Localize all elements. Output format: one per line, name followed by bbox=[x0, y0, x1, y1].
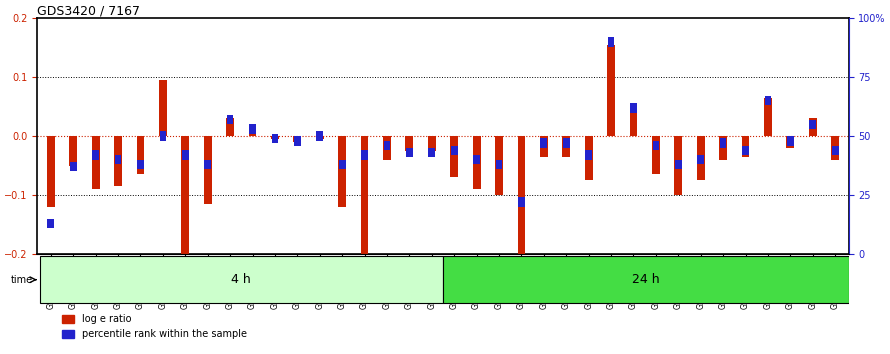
Bar bbox=[316, 136, 324, 139]
Bar bbox=[294, 136, 301, 145]
Bar bbox=[93, 150, 99, 160]
Bar bbox=[450, 136, 458, 177]
Bar bbox=[473, 155, 480, 164]
Bar bbox=[586, 150, 592, 160]
Bar bbox=[517, 136, 525, 254]
Text: 24 h: 24 h bbox=[632, 273, 659, 286]
Bar bbox=[182, 150, 189, 160]
Bar bbox=[360, 136, 368, 254]
Bar bbox=[294, 136, 301, 142]
Bar bbox=[675, 160, 682, 169]
Bar bbox=[182, 136, 190, 254]
Bar bbox=[518, 197, 525, 207]
Bar bbox=[540, 136, 547, 157]
Bar bbox=[70, 162, 77, 171]
Bar bbox=[741, 136, 749, 157]
Bar bbox=[428, 136, 436, 151]
Bar bbox=[114, 136, 122, 186]
Bar bbox=[226, 119, 234, 136]
Bar bbox=[443, 256, 848, 303]
Bar bbox=[47, 136, 55, 207]
Bar bbox=[428, 148, 435, 157]
Bar bbox=[451, 145, 457, 155]
Bar bbox=[271, 134, 279, 143]
Bar bbox=[271, 136, 279, 139]
Bar bbox=[719, 136, 727, 160]
Bar bbox=[831, 136, 839, 160]
Bar bbox=[47, 218, 54, 228]
Bar bbox=[787, 136, 794, 145]
Bar bbox=[764, 98, 772, 136]
Bar bbox=[227, 115, 233, 124]
Text: time: time bbox=[11, 275, 33, 285]
Bar bbox=[40, 256, 443, 303]
Bar bbox=[339, 160, 345, 169]
Bar bbox=[832, 145, 838, 155]
Text: 4 h: 4 h bbox=[231, 273, 251, 286]
Bar bbox=[698, 155, 704, 164]
Bar bbox=[69, 136, 77, 166]
Bar bbox=[562, 136, 570, 157]
Bar bbox=[652, 136, 659, 175]
Bar bbox=[406, 136, 413, 151]
Bar bbox=[205, 160, 211, 169]
Bar bbox=[652, 141, 659, 150]
Bar bbox=[495, 136, 503, 195]
Bar bbox=[338, 136, 346, 207]
Bar bbox=[607, 45, 615, 136]
Bar bbox=[248, 124, 256, 136]
Bar bbox=[136, 136, 144, 175]
Bar bbox=[473, 136, 481, 189]
Bar bbox=[361, 150, 368, 160]
Bar bbox=[787, 136, 794, 148]
Bar bbox=[540, 138, 547, 148]
Bar bbox=[562, 138, 570, 148]
Bar bbox=[765, 96, 772, 105]
Bar bbox=[720, 138, 726, 148]
Bar bbox=[629, 107, 637, 136]
Bar bbox=[742, 145, 748, 155]
Bar bbox=[697, 136, 705, 180]
Bar bbox=[496, 160, 502, 169]
Bar bbox=[384, 141, 391, 150]
Bar bbox=[137, 160, 144, 169]
Bar bbox=[608, 37, 614, 47]
Bar bbox=[630, 103, 637, 113]
Bar bbox=[809, 120, 816, 129]
Bar bbox=[585, 136, 593, 180]
Bar bbox=[159, 80, 166, 136]
Bar bbox=[809, 119, 817, 136]
Bar bbox=[92, 136, 100, 189]
Bar bbox=[383, 136, 391, 160]
Bar bbox=[406, 148, 413, 157]
Bar bbox=[249, 124, 256, 134]
Legend: log e ratio, percentile rank within the sample: log e ratio, percentile rank within the … bbox=[59, 310, 251, 343]
Text: GDS3420 / 7167: GDS3420 / 7167 bbox=[37, 4, 141, 17]
Bar bbox=[159, 131, 166, 141]
Bar bbox=[204, 136, 212, 204]
Bar bbox=[316, 131, 323, 141]
Bar bbox=[675, 136, 683, 195]
Bar bbox=[115, 155, 121, 164]
